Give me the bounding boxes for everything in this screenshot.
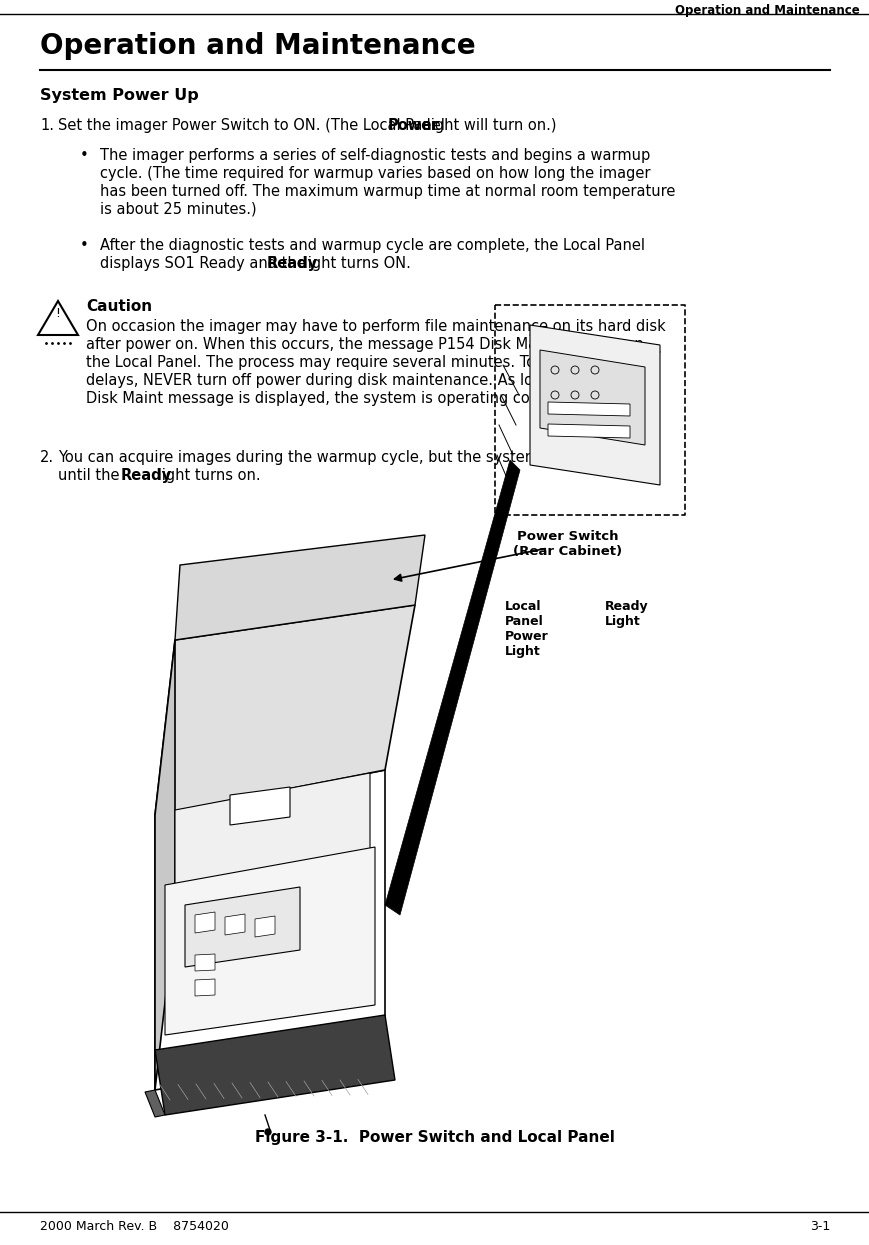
Polygon shape xyxy=(155,1015,395,1116)
Polygon shape xyxy=(255,916,275,937)
Text: delays, NEVER turn off power during disk maintenance. As long as the P154: delays, NEVER turn off power during disk… xyxy=(86,374,642,388)
Text: until the: until the xyxy=(58,468,124,483)
Text: Power Switch: Power Switch xyxy=(517,530,618,543)
Polygon shape xyxy=(229,787,289,825)
Text: Caution: Caution xyxy=(86,299,152,314)
Text: Set the imager Power Switch to ON. (The Local Panel: Set the imager Power Switch to ON. (The … xyxy=(58,118,449,133)
Text: You can acquire images during the warmup cycle, but the system will not print: You can acquire images during the warmup… xyxy=(58,449,635,464)
Text: Disk Maint message is displayed, the system is operating correctly.: Disk Maint message is displayed, the sys… xyxy=(86,391,579,406)
Polygon shape xyxy=(540,350,644,444)
Text: is about 25 minutes.): is about 25 minutes.) xyxy=(100,202,256,217)
Text: Figure 3-1.  Power Switch and Local Panel: Figure 3-1. Power Switch and Local Panel xyxy=(255,1130,614,1145)
Text: The imager performs a series of self-diagnostic tests and begins a warmup: The imager performs a series of self-dia… xyxy=(100,148,649,163)
Text: the Local Panel. The process may require several minutes. To avoid longer: the Local Panel. The process may require… xyxy=(86,355,630,370)
Polygon shape xyxy=(165,847,375,1035)
Polygon shape xyxy=(547,402,629,416)
Polygon shape xyxy=(225,914,245,935)
Text: has been turned off. The maximum warmup time at normal room temperature: has been turned off. The maximum warmup … xyxy=(100,184,674,199)
Text: Operation and Maintenance: Operation and Maintenance xyxy=(40,32,475,60)
Text: (Rear Cabinet): (Rear Cabinet) xyxy=(513,545,622,558)
Polygon shape xyxy=(155,605,415,815)
Text: Ready: Ready xyxy=(121,468,172,483)
Polygon shape xyxy=(195,954,215,971)
Text: Ready: Ready xyxy=(267,256,318,271)
Text: 2.: 2. xyxy=(40,449,54,464)
Text: After the diagnostic tests and warmup cycle are complete, the Local Panel: After the diagnostic tests and warmup cy… xyxy=(100,238,644,253)
Polygon shape xyxy=(195,913,215,933)
Polygon shape xyxy=(175,773,369,885)
Text: System Power Up: System Power Up xyxy=(40,88,198,103)
Text: Ready
Light: Ready Light xyxy=(604,600,648,627)
Text: displays SO1 Ready and the: displays SO1 Ready and the xyxy=(100,256,310,271)
Text: light will turn on.): light will turn on.) xyxy=(421,118,556,133)
Text: after power on. When this occurs, the message P154 Disk Maint displays on: after power on. When this occurs, the me… xyxy=(86,337,643,352)
Polygon shape xyxy=(155,769,385,1091)
Text: light turns ON.: light turns ON. xyxy=(299,256,410,271)
Polygon shape xyxy=(155,640,175,1091)
Polygon shape xyxy=(547,425,629,438)
Text: 1.: 1. xyxy=(40,118,54,133)
Text: 2000 March Rev. B    8754020: 2000 March Rev. B 8754020 xyxy=(40,1220,229,1233)
Polygon shape xyxy=(185,886,300,967)
Text: 3-1: 3-1 xyxy=(809,1220,829,1233)
Text: •: • xyxy=(80,148,89,163)
Text: On occasion the imager may have to perform file maintenance on its hard disk: On occasion the imager may have to perfo… xyxy=(86,319,665,334)
Text: !: ! xyxy=(56,308,61,320)
Text: cycle. (The time required for warmup varies based on how long the imager: cycle. (The time required for warmup var… xyxy=(100,166,650,181)
Polygon shape xyxy=(385,459,520,915)
Text: •: • xyxy=(80,238,89,253)
Text: Operation and Maintenance: Operation and Maintenance xyxy=(674,4,859,17)
Polygon shape xyxy=(529,325,660,486)
Text: Local
Panel
Power
Light: Local Panel Power Light xyxy=(504,600,548,659)
Text: Power: Power xyxy=(388,118,439,133)
Text: light turns on.: light turns on. xyxy=(153,468,261,483)
Polygon shape xyxy=(195,979,215,996)
Circle shape xyxy=(265,1129,270,1135)
Polygon shape xyxy=(175,535,425,640)
Polygon shape xyxy=(145,1091,165,1117)
